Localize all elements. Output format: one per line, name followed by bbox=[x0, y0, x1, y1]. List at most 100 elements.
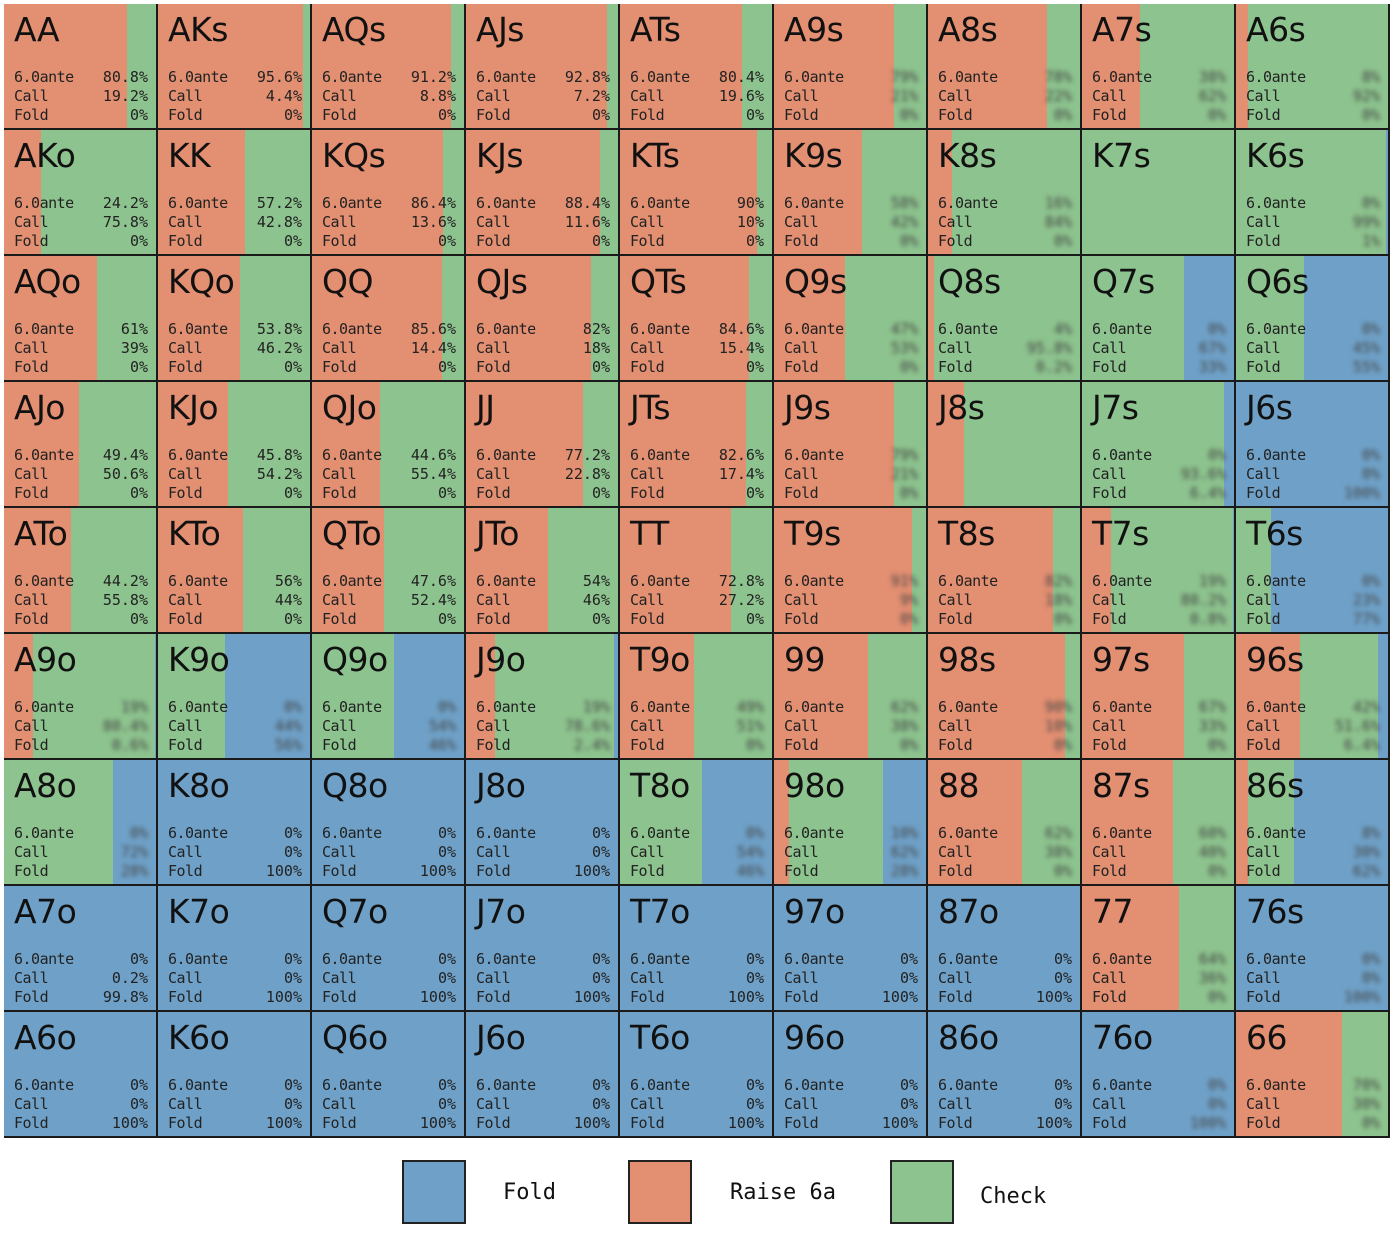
stat-value: 0% bbox=[745, 106, 764, 124]
stat-row-1: Call 92% bbox=[1246, 87, 1380, 106]
legend-label-fold: Fold bbox=[503, 1180, 556, 1205]
stat-label: Call bbox=[784, 717, 819, 735]
stat-label: Call bbox=[14, 969, 49, 987]
hand-label: JTs bbox=[630, 388, 671, 427]
segment-raise bbox=[774, 634, 869, 758]
stat-row-2: Fold 100% bbox=[476, 988, 610, 1007]
hand-label: A7o bbox=[14, 892, 77, 931]
stat-value-blurred: 21% bbox=[890, 465, 918, 483]
stat-label: Fold bbox=[784, 232, 819, 250]
stat-row-2: Fold 0% bbox=[1092, 106, 1226, 125]
stat-value-blurred: 77% bbox=[1352, 610, 1380, 628]
stat-label: 6.0ante bbox=[322, 698, 382, 716]
stat-label: 6.0ante bbox=[1092, 698, 1152, 716]
hand-label: J8o bbox=[476, 766, 526, 805]
hand-label: A7s bbox=[1092, 10, 1152, 49]
segment-check bbox=[868, 634, 926, 758]
cell-K8s: K8s 6.0ante 16% Call 84% Fold 0% bbox=[928, 130, 1082, 256]
stat-label: Fold bbox=[1092, 736, 1127, 754]
segment-check bbox=[126, 4, 156, 128]
stat-value-blurred: 38% bbox=[1198, 68, 1226, 86]
stat-row-1: Call 0% bbox=[630, 1095, 764, 1114]
segment-fold bbox=[928, 886, 1080, 1010]
segment-fold bbox=[4, 886, 156, 1010]
stat-label: Fold bbox=[1246, 106, 1281, 124]
stat-label: 6.0ante bbox=[630, 320, 690, 338]
stat-value-blurred: 100% bbox=[1189, 1114, 1226, 1132]
stat-value: 0% bbox=[1053, 969, 1072, 987]
hand-label: ATs bbox=[630, 10, 681, 49]
segment-fold bbox=[312, 1012, 464, 1136]
segment-check bbox=[756, 130, 772, 254]
stat-row-0: 6.0ante 0% bbox=[784, 1076, 918, 1095]
stat-value: 0% bbox=[283, 358, 302, 376]
hand-label: A9s bbox=[784, 10, 844, 49]
segment-fold bbox=[1236, 382, 1388, 506]
stat-row-0: 6.0ante 0% bbox=[322, 950, 456, 969]
stat-row-1: Call 0% bbox=[476, 1095, 610, 1114]
stat-row-2: Fold 100% bbox=[168, 1114, 302, 1133]
segment-check bbox=[1082, 256, 1184, 380]
stat-value: 0% bbox=[129, 1076, 148, 1094]
hand-label: AQs bbox=[322, 10, 386, 49]
stat-value: 0% bbox=[1053, 1076, 1072, 1094]
segment-check bbox=[934, 256, 1080, 380]
stat-label: Call bbox=[476, 1095, 511, 1113]
stat-value: 0% bbox=[591, 610, 610, 628]
stat-value-blurred: 42% bbox=[1352, 698, 1380, 716]
hand-label: K6s bbox=[1246, 136, 1305, 175]
segment-raise bbox=[1236, 1012, 1343, 1136]
cell-QJo: QJo 6.0ante 44.6% Call 55.4% Fold 0% bbox=[312, 382, 466, 508]
stat-row-1: Call 0% bbox=[476, 969, 610, 988]
stat-value-blurred: 28% bbox=[890, 862, 918, 880]
segment-check bbox=[1236, 508, 1271, 632]
segment-raise bbox=[774, 130, 863, 254]
hand-label: J7o bbox=[476, 892, 526, 931]
stat-label: 6.0ante bbox=[168, 950, 228, 968]
stat-label: Fold bbox=[168, 232, 203, 250]
segment-fold bbox=[1378, 634, 1388, 758]
stat-row-0: 6.0ante 79% bbox=[784, 68, 918, 87]
stat-row-1: Call 44% bbox=[168, 717, 302, 736]
stat-row-0: 6.0ante 57.2% bbox=[168, 194, 302, 213]
stat-label: 6.0ante bbox=[1246, 698, 1306, 716]
stat-value: 0% bbox=[591, 358, 610, 376]
stat-row-0: 6.0ante 0% bbox=[630, 1076, 764, 1095]
stat-label: Call bbox=[630, 969, 665, 987]
stat-label: Fold bbox=[322, 610, 357, 628]
stat-label: Fold bbox=[784, 862, 819, 880]
stat-value: 100% bbox=[419, 1114, 456, 1132]
stat-value: 0% bbox=[283, 843, 302, 861]
stat-label: 6.0ante bbox=[14, 1076, 74, 1094]
segment-check bbox=[1052, 508, 1080, 632]
stat-label: 6.0ante bbox=[1246, 446, 1306, 464]
hand-label: T9o bbox=[630, 640, 690, 679]
stat-label: Call bbox=[168, 339, 203, 357]
stat-label: Call bbox=[784, 843, 819, 861]
stat-value-blurred: 0% bbox=[129, 824, 148, 842]
stat-value-blurred: 0% bbox=[1207, 736, 1226, 754]
segment-check bbox=[894, 4, 926, 128]
cell-97o: 97o 6.0ante 0% Call 0% Fold 100% bbox=[774, 886, 928, 1012]
stat-row-0: 6.0ante 0% bbox=[476, 1076, 610, 1095]
stat-row-2: Fold 0% bbox=[168, 232, 302, 251]
stat-row-1: Call 23% bbox=[1246, 591, 1380, 610]
stat-row-2: Fold 0% bbox=[476, 232, 610, 251]
hand-label: K7s bbox=[1092, 136, 1151, 175]
stat-value-blurred: 45% bbox=[1352, 339, 1380, 357]
segment-check bbox=[32, 634, 156, 758]
stat-value: 0% bbox=[1053, 950, 1072, 968]
stat-value-blurred: 62% bbox=[1198, 87, 1226, 105]
stat-row-1: Call 80.2% bbox=[1092, 591, 1226, 610]
stat-value-blurred: 0% bbox=[1207, 988, 1226, 1006]
segment-check bbox=[1236, 130, 1387, 254]
segment-check bbox=[1248, 4, 1388, 128]
stat-label: Fold bbox=[322, 736, 357, 754]
stat-label: 6.0ante bbox=[938, 698, 998, 716]
hand-label: 96o bbox=[784, 1018, 845, 1057]
stat-value-blurred: 0% bbox=[1361, 572, 1380, 590]
stat-label: Fold bbox=[14, 106, 49, 124]
stat-label: Call bbox=[14, 213, 49, 231]
stat-label: Fold bbox=[322, 106, 357, 124]
stat-value-blurred: 22% bbox=[1044, 87, 1072, 105]
